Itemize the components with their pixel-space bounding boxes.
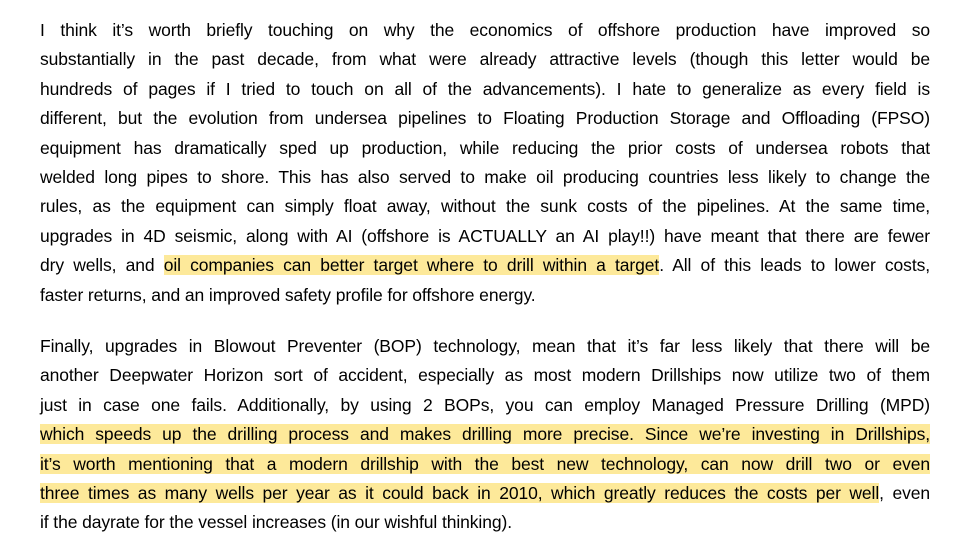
text-line-with-highlight: which speeds up the drilling process and… (40, 420, 930, 449)
text-line: welded long pipes to shore. This has als… (40, 166, 930, 187)
highlighted-text: it’s worth mentioning that a modern dril… (40, 453, 930, 474)
text-line: equipment has dramatically sped up produ… (40, 137, 930, 158)
text-line: different, but the evolution from unders… (40, 108, 930, 129)
text-segment: , even (879, 482, 930, 503)
text-line: another Deepwater Horizon sort of accide… (40, 365, 930, 386)
text-line: Finally, upgrades in Blowout Preventer (… (40, 336, 930, 356)
text-line-with-highlight: three times as many wells per year as it… (40, 479, 930, 508)
highlighted-text: oil companies can better target where to… (163, 255, 660, 276)
text-line: faster returns, and an improved safety p… (40, 284, 536, 305)
highlighted-text: which speeds up the drilling process and… (40, 424, 930, 445)
highlighted-text: three times as many wells per year as it… (40, 482, 880, 503)
text-line: upgrades in 4D seismic, along with AI (o… (40, 225, 930, 246)
text-line-with-highlight: it’s worth mentioning that a modern dril… (40, 450, 930, 479)
text-segment: . All of this leads to lower costs, (659, 255, 930, 276)
text-line: I think it’s worth briefly touching on w… (40, 20, 930, 40)
text-line: rules, as the equipment can simply float… (40, 196, 930, 217)
paragraph-offshore-economics: I think it’s worth briefly touching on w… (40, 16, 930, 310)
text-segment: dry wells, and (40, 255, 164, 276)
text-line: just in case one fails. Additionally, by… (40, 394, 930, 415)
text-line: if the dayrate for the vessel increases … (40, 512, 512, 533)
text-line: hundreds of pages if I tried to touch on… (40, 78, 930, 99)
text-line-with-highlight: dry wells, and oil companies can better … (40, 251, 930, 280)
text-line: substantially in the past decade, from w… (40, 49, 930, 70)
paragraph-bop-technology: Finally, upgrades in Blowout Preventer (… (40, 332, 930, 538)
